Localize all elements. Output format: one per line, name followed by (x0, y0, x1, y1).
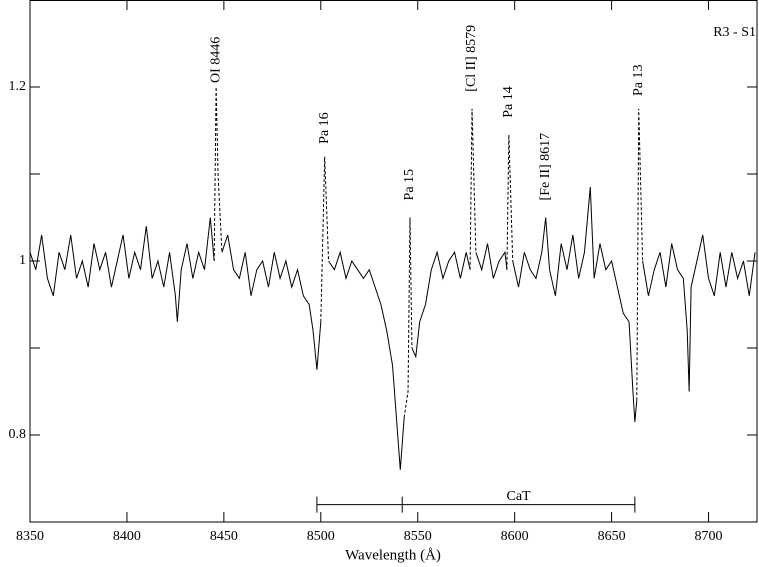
spectrum-dashed (213, 86, 644, 418)
line-label: Pa 13 (631, 65, 646, 97)
x-axis-label: Wavelength (Å) (345, 547, 441, 563)
plot-frame (29, 0, 758, 523)
line-label: Pa 14 (501, 86, 516, 118)
x-tick-label: 8550 (404, 529, 432, 544)
line-label: OI 8446 (208, 37, 223, 83)
corner-label: R3 - S1 (713, 25, 756, 40)
x-tick-label: 8600 (501, 529, 529, 544)
x-tick-label: 8650 (598, 529, 626, 544)
x-tick-label: 8700 (695, 529, 723, 544)
y-tick-label: 1 (19, 253, 26, 268)
x-tick-label: 8350 (16, 529, 44, 544)
y-tick-label: 1.2 (9, 79, 27, 94)
x-tick-label: 8450 (210, 529, 238, 544)
line-label: [Fe II] 8617 (538, 133, 553, 201)
line-label: Pa 16 (317, 112, 332, 144)
line-label: Pa 15 (402, 169, 417, 201)
bracket-label: CaT (506, 489, 531, 504)
spectrum (29, 187, 756, 470)
x-tick-label: 8500 (307, 529, 335, 544)
y-tick-label: 0.8 (9, 427, 27, 442)
line-label: [Cl II] 8579 (464, 25, 479, 92)
x-tick-label: 8400 (113, 529, 141, 544)
